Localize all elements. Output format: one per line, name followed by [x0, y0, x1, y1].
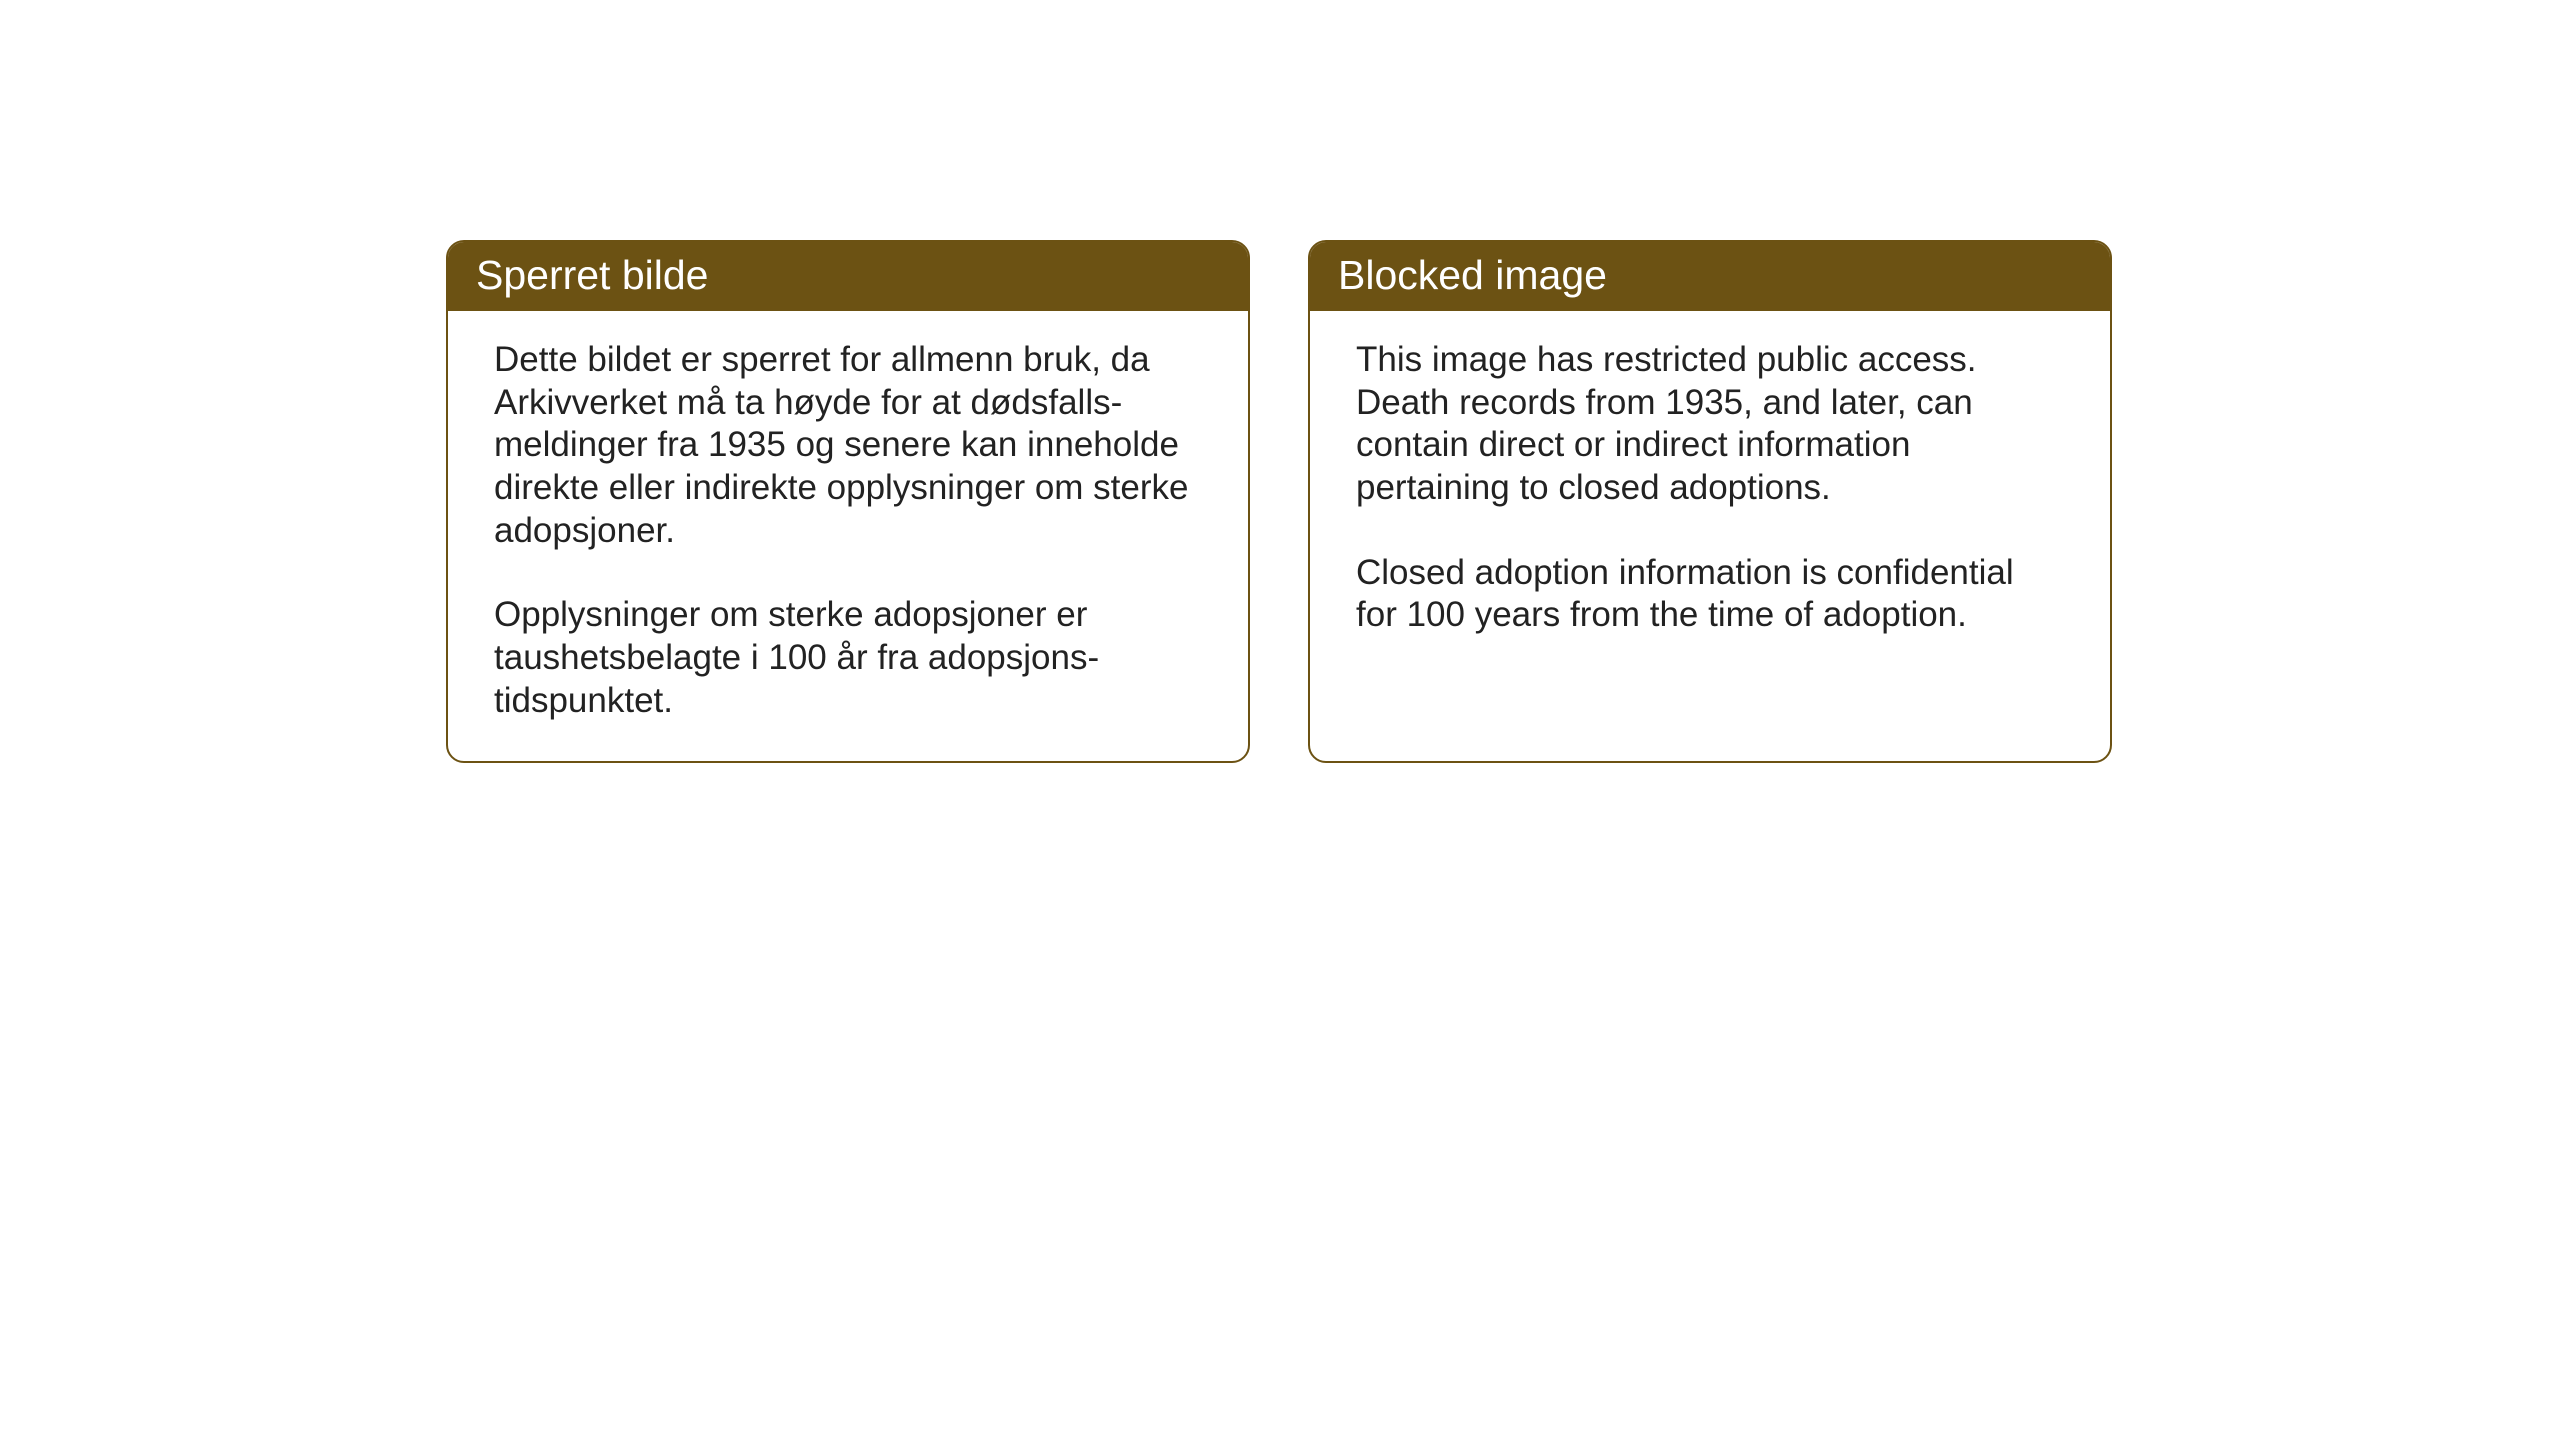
norwegian-card-body: Dette bildet er sperret for allmenn bruk… [448, 311, 1248, 761]
english-card: Blocked image This image has restricted … [1308, 240, 2112, 763]
english-card-body: This image has restricted public access.… [1310, 311, 2110, 675]
english-paragraph-1: This image has restricted public access.… [1356, 339, 2064, 510]
norwegian-card: Sperret bilde Dette bildet er sperret fo… [446, 240, 1250, 763]
norwegian-paragraph-2: Opplysninger om sterke adopsjoner er tau… [494, 594, 1202, 722]
norwegian-paragraph-1: Dette bildet er sperret for allmenn bruk… [494, 339, 1202, 552]
notice-container: Sperret bilde Dette bildet er sperret fo… [446, 240, 2112, 763]
english-paragraph-2: Closed adoption information is confident… [1356, 552, 2064, 637]
english-card-title: Blocked image [1310, 242, 2110, 311]
norwegian-card-title: Sperret bilde [448, 242, 1248, 311]
